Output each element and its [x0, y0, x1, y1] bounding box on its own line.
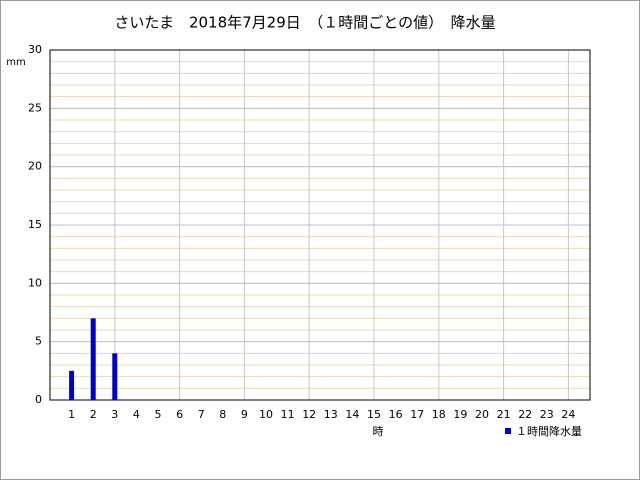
x-tick-label: 10	[259, 408, 273, 421]
x-tick-label: 7	[198, 408, 205, 421]
x-tick-label: 4	[133, 408, 140, 421]
x-axis-label: 時	[373, 425, 384, 438]
legend-swatch	[505, 428, 511, 434]
x-tick-label: 11	[281, 408, 295, 421]
plot-border	[49, 49, 591, 401]
y-tick-label: 15	[28, 218, 42, 231]
x-tick-label: 3	[111, 408, 118, 421]
x-tick-label: 5	[155, 408, 162, 421]
x-tick-label: 9	[241, 408, 248, 421]
y-unit: mm	[6, 57, 25, 68]
x-tick-label: 20	[475, 408, 489, 421]
x-tick-label: 6	[176, 408, 183, 421]
x-tick-label: 18	[432, 408, 446, 421]
x-tick-label: 12	[302, 408, 316, 421]
x-tick-label: 2	[90, 408, 97, 421]
x-tick-label: 22	[518, 408, 532, 421]
y-tick-label: 0	[35, 393, 42, 406]
y-tick-label: 5	[35, 335, 42, 348]
x-tick-label: 15	[367, 408, 381, 421]
y-tick-label: 20	[28, 160, 42, 173]
x-tick-label: 8	[219, 408, 226, 421]
x-tick-label: 23	[540, 408, 554, 421]
y-tick-label: 10	[28, 276, 42, 289]
x-tick-label: 16	[389, 408, 403, 421]
x-tick-label: 1	[68, 408, 75, 421]
x-tick-label: 13	[324, 408, 338, 421]
y-tick-label: 25	[28, 101, 42, 114]
x-tick-label: 14	[345, 408, 359, 421]
bar	[90, 318, 96, 400]
chart-title: さいたま 2018年7月29日 （１時間ごとの値） 降水量	[114, 14, 495, 32]
legend-label: １時間降水量	[516, 424, 582, 438]
x-tick-label: 24	[561, 408, 575, 421]
y-tick-label: 30	[28, 43, 42, 56]
bar	[112, 353, 118, 400]
bar	[69, 370, 75, 400]
x-tick-label: 21	[497, 408, 511, 421]
x-tick-label: 17	[410, 408, 424, 421]
x-tick-label: 19	[453, 408, 467, 421]
